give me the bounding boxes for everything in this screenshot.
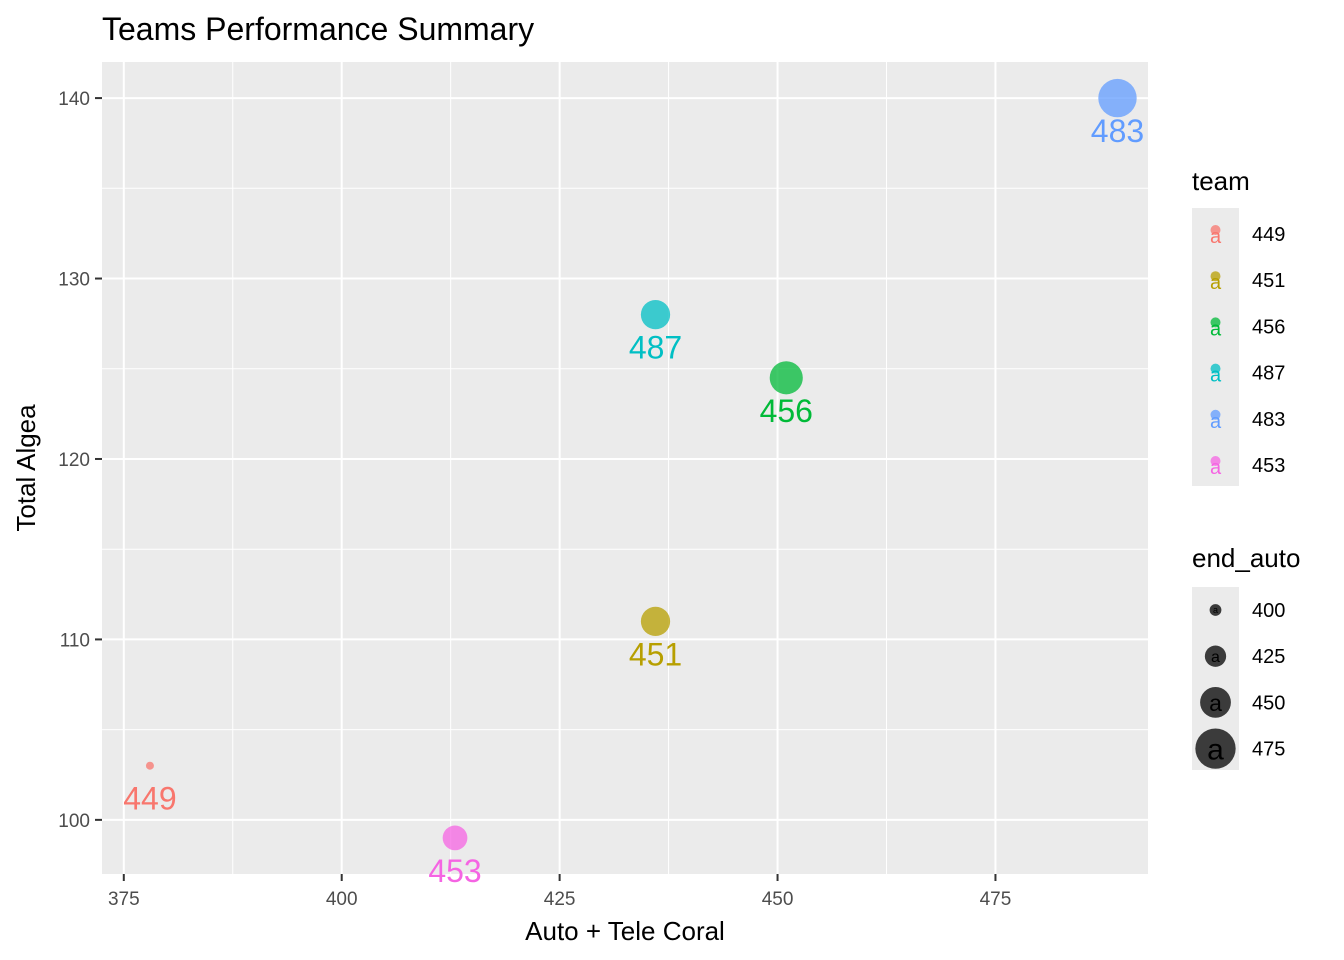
legend-team-key-glyph: a xyxy=(1210,272,1222,294)
legend-team-key-point xyxy=(1210,456,1221,466)
legend-team-label: 453 xyxy=(1252,455,1285,477)
data-point xyxy=(145,761,154,770)
legend-team-label: 487 xyxy=(1252,363,1285,385)
major-gridlines xyxy=(102,62,1148,874)
point-labels: 449 451 456 487 483 453 xyxy=(123,113,1144,889)
y-tick-label: 120 xyxy=(58,450,90,471)
data-point xyxy=(640,299,671,330)
chart-title: Teams Performance Summary xyxy=(102,11,534,47)
legend-size-key-point xyxy=(1200,687,1231,718)
legend-size-key-glyph: a xyxy=(1213,605,1218,615)
legend-size-key-glyph: a xyxy=(1211,649,1220,666)
legend-size-key-glyph: a xyxy=(1207,734,1224,767)
data-point xyxy=(769,361,803,395)
legend-team-key-point xyxy=(1210,409,1221,420)
x-tick-label: 400 xyxy=(326,889,358,910)
legend-size-key-point xyxy=(1195,728,1236,769)
legend-team-key-glyph: a xyxy=(1210,457,1222,479)
legend-team-key-glyph: a xyxy=(1210,411,1222,433)
legend-size-title: end_auto xyxy=(1192,543,1300,573)
legend-team-key-glyph: a xyxy=(1210,226,1222,248)
legend-team: team a 449 a 451 a 456 a 487 a 483 a 453 xyxy=(1192,166,1285,486)
data-point xyxy=(442,825,468,851)
legend-team-label: 451 xyxy=(1252,270,1285,292)
y-tick-label: 100 xyxy=(58,811,90,832)
point-label: 449 xyxy=(123,781,176,817)
x-axis: 375 400 425 450 475 xyxy=(108,874,1011,910)
legend-team-key-point xyxy=(1210,271,1221,282)
x-tick-label: 450 xyxy=(762,889,794,910)
legend-size-key-glyph: a xyxy=(1209,690,1222,716)
legend-size-label: 425 xyxy=(1252,646,1285,668)
x-axis-title: Auto + Tele Coral xyxy=(525,916,725,946)
point-label: 487 xyxy=(629,330,682,366)
x-tick-label: 425 xyxy=(544,889,576,910)
legend-team-label: 449 xyxy=(1252,224,1285,246)
legend-size-key-point xyxy=(1204,645,1227,667)
legend-team-key-point xyxy=(1210,225,1221,235)
legend-team-label: 483 xyxy=(1252,409,1285,431)
point-label: 483 xyxy=(1091,113,1144,149)
plot-panel xyxy=(102,62,1148,874)
y-tick-label: 130 xyxy=(58,270,90,291)
y-axis: 100 110 120 130 140 xyxy=(58,89,102,832)
point-label: 451 xyxy=(629,636,682,672)
legend-team-keys-background xyxy=(1192,208,1239,486)
point-label: 453 xyxy=(428,853,481,889)
y-tick-label: 140 xyxy=(58,89,90,110)
legend-team-key-point xyxy=(1210,363,1221,374)
y-tick-label: 110 xyxy=(60,630,90,651)
x-tick-label: 475 xyxy=(980,889,1012,910)
minor-gridlines xyxy=(102,62,1148,874)
legend-size-key-point xyxy=(1209,604,1222,616)
legend-team-label: 456 xyxy=(1252,316,1285,338)
y-axis-title: Total Algea xyxy=(11,404,41,532)
data-point xyxy=(1098,78,1137,118)
x-tick-label: 375 xyxy=(108,889,140,910)
legend-size-label: 450 xyxy=(1252,692,1285,714)
point-label: 456 xyxy=(760,393,813,429)
legend-size-label: 400 xyxy=(1252,600,1285,622)
legend-size: end_auto a 400 a 425 a 450 a 475 xyxy=(1192,543,1300,770)
legend-size-label: 475 xyxy=(1252,739,1285,761)
legend-team-key-point xyxy=(1210,317,1221,328)
legend-team-key-glyph: a xyxy=(1210,318,1222,340)
data-points xyxy=(145,78,1137,851)
legend-team-key-glyph: a xyxy=(1210,365,1222,387)
data-point xyxy=(640,606,671,637)
legend-team-title: team xyxy=(1192,166,1250,196)
